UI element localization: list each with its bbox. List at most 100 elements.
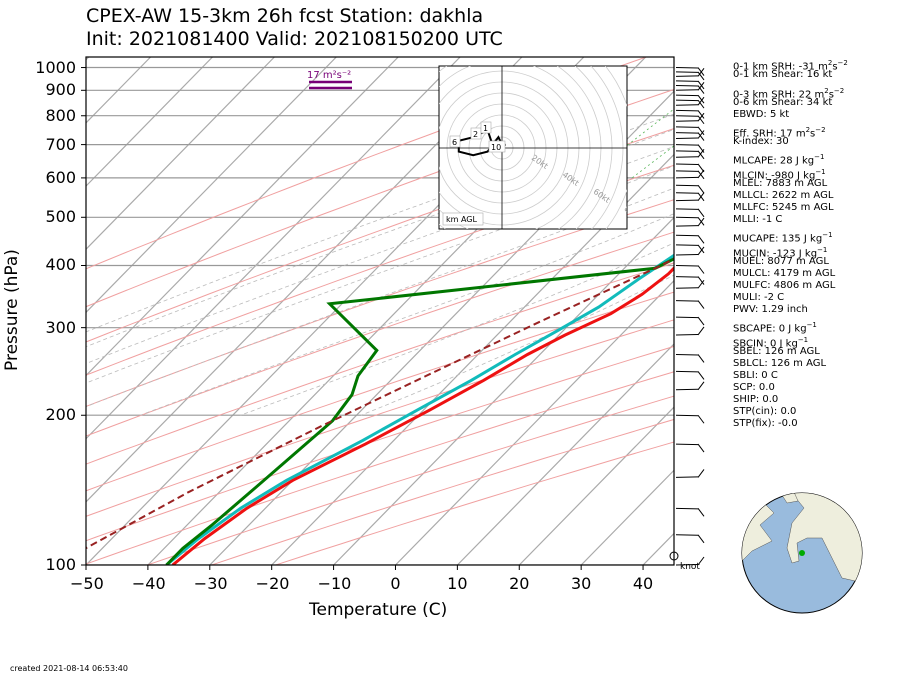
- stat-line: SBCIN: 0 J kg−1: [733, 336, 809, 350]
- wind-barb-flag: [697, 279, 705, 289]
- hodograph-inset: [438, 65, 628, 230]
- srh-label: 17 m²s⁻²: [307, 70, 351, 81]
- wind-barb-flag: [697, 99, 705, 109]
- dry-adiabat: [86, 319, 674, 517]
- x-tick-label: 30: [570, 574, 592, 593]
- wind-barb-flag: [697, 235, 705, 244]
- y-tick-label: 1000: [35, 57, 76, 77]
- wind-barb: [675, 300, 699, 302]
- wind-barb: [675, 85, 699, 87]
- stat-line: MUCAPE: 135 J kg−1: [733, 231, 833, 245]
- hodograph-height-label: 6: [452, 138, 457, 147]
- calm-wind-circle: [669, 551, 679, 561]
- isotherm-line: [86, 57, 461, 440]
- stat-line: MLCIN: -980 J kg−1: [733, 168, 826, 182]
- dry-adiabat: [86, 199, 674, 407]
- wind-barb-flag: [697, 184, 705, 194]
- hodograph-height-label: 2: [473, 130, 478, 139]
- stat-line: 0-1 km Shear: 16 kt: [733, 69, 833, 80]
- wind-barb-flag: [697, 150, 705, 160]
- dewpoint-profile: [165, 253, 674, 565]
- y-tick-label: 300: [45, 317, 76, 337]
- stat-line: K-index: 30: [733, 136, 789, 147]
- hodograph-corner-label: km AGL: [446, 215, 478, 224]
- wind-barb: [675, 115, 699, 117]
- wind-barb-flag: [697, 534, 705, 544]
- wind-barb-flag: [697, 414, 705, 424]
- wind-barb-flag: [697, 170, 705, 180]
- dry-adiabat: [86, 128, 674, 343]
- wind-barb-flag: [697, 67, 705, 76]
- stat-line: SBLCL: 126 m AGL: [733, 358, 827, 369]
- x-tick-label: −10: [317, 574, 352, 593]
- wind-barb: [675, 120, 699, 122]
- stat-line: MLCAPE: 28 J kg−1: [733, 153, 825, 167]
- stat-line: MLLFC: 5245 m AGL: [733, 202, 834, 213]
- wind-barb-flag: [697, 82, 705, 91]
- stat-line: MULCL: 4179 m AGL: [733, 268, 836, 279]
- wind-barb-flag: [697, 144, 705, 153]
- barb-unit-label: knot: [680, 562, 700, 572]
- wind-barb: [675, 163, 699, 165]
- dry-adiabat: [86, 371, 674, 565]
- stat-line: MUCIN: -123 J kg−1: [733, 246, 828, 260]
- chart-title-line2: Init: 2021081400 Valid: 202108150200 UTC: [86, 28, 503, 50]
- x-tick-label: −30: [193, 574, 228, 593]
- isotherm-line: [86, 57, 213, 187]
- moist-adiabat: [86, 165, 674, 384]
- wind-barb: [675, 225, 699, 227]
- wind-barb: [675, 476, 699, 478]
- dry-adiabat: [86, 262, 674, 465]
- stat-line: MUEL: 8077 m AGL: [733, 256, 829, 267]
- hodograph-height-box: [480, 121, 492, 134]
- hodograph-height-box: [488, 140, 506, 153]
- wind-barb-flag: [697, 132, 705, 141]
- wind-barb-flag: [697, 244, 705, 254]
- plot-area: [0, 57, 674, 565]
- isotherm-line: [86, 57, 152, 124]
- wind-barb-flag: [697, 96, 705, 106]
- parcel-profile: [86, 257, 674, 550]
- wind-barb-flag: [697, 149, 705, 158]
- x-tick-label: −50: [70, 574, 104, 593]
- x-tick-label: −40: [131, 574, 166, 593]
- isotherm-line: [0, 57, 27, 565]
- wind-barb-flag: [697, 110, 705, 119]
- wind-barb: [675, 170, 699, 172]
- y-tick-label: 900: [45, 80, 76, 100]
- dry-adiabat: [86, 164, 674, 376]
- wind-barb: [675, 253, 699, 256]
- wind-barb: [675, 234, 699, 237]
- wind-barb: [675, 80, 699, 82]
- wind-barb: [675, 564, 699, 566]
- y-tick-label: 100: [45, 555, 76, 574]
- dry-adiabat: [86, 231, 674, 437]
- wind-barb-flag: [697, 80, 705, 90]
- wind-barb-flag: [697, 316, 705, 326]
- hodograph-height-label: 10: [491, 143, 501, 152]
- wind-barb-flag: [697, 126, 705, 136]
- wind-barb: [675, 144, 699, 146]
- y-tick-label: 200: [45, 405, 76, 425]
- isotherm-line: [86, 57, 337, 314]
- x-tick-label: −20: [255, 574, 290, 593]
- isotherm-line: [518, 406, 674, 565]
- wind-barb-flag: [697, 371, 705, 380]
- wind-barb: [675, 89, 699, 91]
- wetbulb-profile: [165, 257, 674, 565]
- wind-barb: [675, 216, 699, 219]
- stat-line: SBEL: 126 m AGL: [733, 346, 820, 357]
- x-tick-label: 40: [632, 574, 654, 593]
- wind-barb: [675, 132, 699, 134]
- wind-barb: [675, 414, 699, 417]
- stat-line: 0-3 km SRH: 22 m2s−2: [733, 87, 845, 101]
- land-europe-africa: [786, 493, 862, 584]
- stat-line: MLEL: 7883 m AGL: [733, 178, 828, 189]
- wind-barb-flag: [697, 469, 705, 478]
- stat-line: SBCAPE: 0 J kg−1: [733, 321, 817, 335]
- x-tick-label: 20: [509, 574, 530, 593]
- isotherm-line: [86, 57, 90, 61]
- wind-barb-flag: [697, 216, 705, 226]
- wind-barb: [675, 75, 699, 77]
